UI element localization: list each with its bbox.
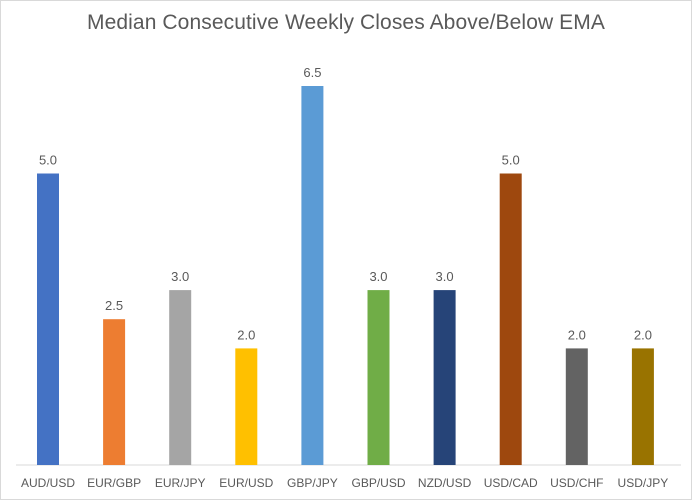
chart-title: Median Consecutive Weekly Closes Above/B… (87, 11, 605, 34)
x-tick-label-aud-usd: AUD/USD (21, 476, 75, 490)
data-label-nzd-usd: 3.0 (436, 269, 454, 284)
x-tick-label-gbp-jpy: GBP/JPY (287, 476, 338, 490)
x-tick-label-gbp-usd: GBP/USD (351, 476, 405, 490)
bar-eur-gbp (103, 319, 126, 465)
x-tick-label-eur-usd: EUR/USD (219, 476, 273, 490)
bar-usd-jpy (631, 348, 654, 465)
bar-aud-usd (37, 173, 59, 465)
bars-group (37, 86, 654, 465)
bar-usd-cad (499, 173, 522, 465)
data-label-gbp-usd: 3.0 (369, 269, 387, 284)
data-labels-group: 5.0 2.5 3.0 2.0 6.5 3.0 3.0 5.0 2.0 2.0 (39, 65, 652, 342)
data-label-eur-jpy: 3.0 (171, 269, 189, 284)
x-tick-label-eur-gbp: EUR/GBP (87, 476, 141, 490)
x-tick-label-usd-chf: USD/CHF (550, 476, 603, 490)
data-label-aud-usd: 5.0 (39, 153, 57, 168)
data-label-eur-gbp: 2.5 (105, 298, 123, 313)
data-label-usd-cad: 5.0 (502, 153, 520, 168)
x-tick-label-usd-cad: USD/CAD (484, 476, 538, 490)
bar-eur-usd (235, 348, 258, 465)
data-label-eur-usd: 2.0 (237, 327, 255, 342)
bar-gbp-jpy (301, 86, 324, 465)
x-tick-label-usd-jpy: USD/JPY (618, 476, 669, 490)
data-label-usd-jpy: 2.0 (634, 327, 652, 342)
bar-gbp-usd (367, 290, 390, 465)
x-tick-label-nzd-usd: NZD/USD (418, 476, 472, 490)
x-tick-labels-group: AUD/USD EUR/GBP EUR/JPY EUR/USD GBP/JPY GBP/U… (21, 476, 668, 490)
bar-eur-jpy (169, 290, 192, 465)
data-label-usd-chf: 2.0 (568, 327, 586, 342)
bar-usd-chf (565, 348, 588, 465)
bar-nzd-usd (433, 290, 456, 465)
data-label-gbp-jpy: 6.5 (303, 65, 321, 80)
x-tick-label-eur-jpy: EUR/JPY (155, 476, 206, 490)
